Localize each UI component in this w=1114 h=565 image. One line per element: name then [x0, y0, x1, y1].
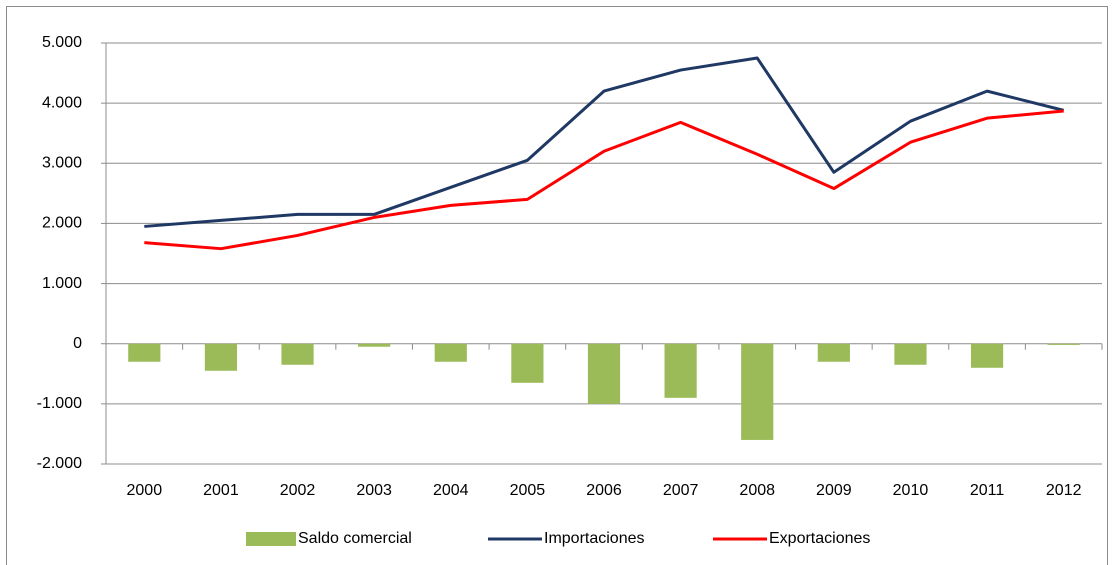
x-tick-label: 2002: [280, 482, 316, 499]
x-tick-label: 2011: [970, 482, 1005, 499]
bar: [817, 343, 850, 362]
y-tick-label: 4.000: [42, 94, 82, 111]
bar: [434, 343, 467, 362]
bar: [204, 343, 238, 371]
x-tick-label: 2008: [739, 482, 775, 499]
chart-frame: [6, 6, 1108, 565]
y-tick-label: 2.000: [42, 215, 82, 232]
bar: [511, 343, 544, 383]
bar: [664, 343, 697, 398]
x-tick-label: 2006: [586, 482, 622, 499]
y-tick-label: 0: [73, 335, 82, 352]
legend-swatch: [246, 532, 296, 546]
bar: [1047, 343, 1080, 345]
x-tick-label: 2001: [203, 482, 239, 499]
bar: [587, 343, 621, 404]
x-tick-label: 2005: [510, 482, 546, 499]
line: [144, 56, 1065, 228]
bar: [358, 343, 391, 347]
x-tick-label: 2007: [663, 482, 699, 499]
legend-label: Importaciones: [544, 530, 645, 547]
y-tick-label: 5.000: [42, 34, 82, 51]
bar: [128, 343, 161, 362]
bar: [894, 343, 927, 365]
legend-label: Saldo comercial: [298, 530, 412, 547]
bar: [970, 343, 1004, 368]
bar: [741, 343, 774, 440]
legend-label: Exportaciones: [769, 530, 870, 547]
x-tick-label: 2000: [127, 482, 163, 499]
x-tick-label: 2004: [433, 482, 469, 499]
bar: [281, 343, 314, 365]
y-tick-label: 3.000: [42, 155, 82, 172]
y-tick-label: -1.000: [37, 395, 82, 412]
y-tick-label: 1.000: [42, 275, 82, 292]
x-tick-label: 2010: [893, 482, 929, 499]
x-tick-label: 2003: [356, 482, 392, 499]
line: [144, 109, 1064, 251]
x-tick-label: 2009: [816, 482, 852, 499]
x-tick-label: 2012: [1046, 482, 1082, 499]
y-tick-label: -2.000: [37, 455, 82, 472]
